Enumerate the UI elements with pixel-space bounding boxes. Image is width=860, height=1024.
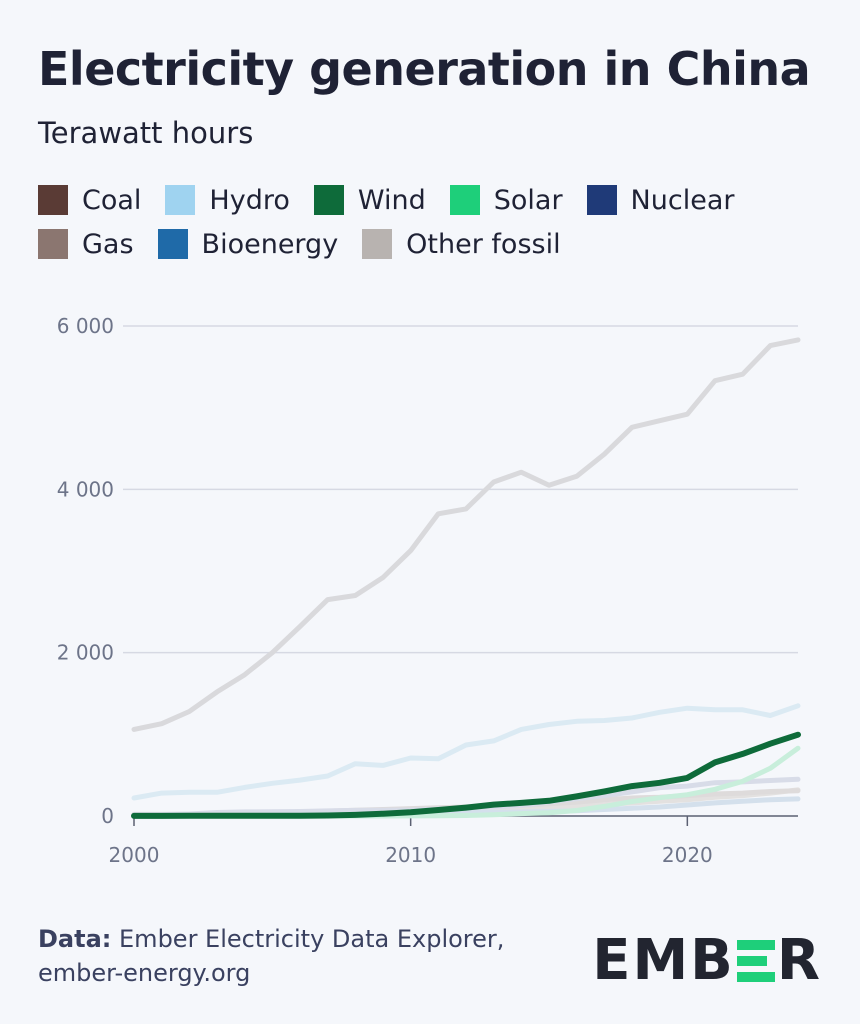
legend-swatch-bioenergy	[157, 229, 188, 259]
ember-logo: EMB R	[592, 928, 822, 993]
legend-label-nuclear: Nuclear	[630, 184, 735, 216]
page-title: Electricity generation in China	[38, 42, 811, 96]
y-tick-label: 4 000	[57, 477, 114, 501]
legend-swatch-other-fossil	[362, 229, 393, 259]
series-line-hydro	[131, 703, 801, 801]
x-tick-label: 2000	[109, 843, 160, 867]
legend-label-other-fossil: Other fossil	[406, 228, 561, 260]
footer-source: Data: Ember Electricity Data Explorer, e…	[38, 922, 504, 990]
legend-item-other-fossil: Other fossil	[362, 228, 561, 260]
data-source-url: ember-energy.org	[38, 959, 251, 987]
legend-swatch-wind	[313, 185, 344, 215]
legend-swatch-gas	[38, 229, 68, 259]
legend-swatch-coal	[38, 185, 68, 215]
x-tick-label: 2020	[662, 843, 713, 867]
legend-item-gas: Gas	[38, 228, 134, 260]
logo-text-right: R	[776, 928, 822, 993]
legend: Coal Hydro Wind Solar Nuclear Gas Bioenergy Oth…	[38, 184, 838, 260]
series-line-coal	[131, 337, 801, 732]
legend-label-solar: Solar	[493, 184, 563, 216]
data-source: Ember Electricity Data Explorer,	[111, 925, 505, 953]
page-subtitle: Terawatt hours	[38, 116, 254, 150]
legend-swatch-solar	[449, 185, 480, 215]
x-tick-label: 2010	[385, 843, 436, 867]
y-tick-label: 6 000	[57, 314, 114, 338]
data-label: Data:	[38, 925, 112, 953]
series-line-wind	[131, 731, 801, 819]
legend-item-hydro: Hydro	[165, 184, 290, 216]
legend-item-solar: Solar	[449, 184, 563, 216]
y-tick-label: 0	[101, 804, 114, 828]
line-chart: 0 2 000 4 000 6 000 2000 2010 2020	[57, 314, 801, 867]
legend-swatch-hydro	[165, 185, 196, 215]
legend-label-wind: Wind	[357, 184, 426, 216]
logo-e-glyph	[736, 938, 775, 984]
legend-swatch-nuclear	[586, 185, 617, 215]
legend-item-coal: Coal	[38, 184, 142, 216]
legend-label-bioenergy: Bioenergy	[201, 228, 339, 260]
legend-label-coal: Coal	[82, 184, 142, 216]
legend-label-hydro: Hydro	[209, 184, 290, 216]
legend-item-wind: Wind	[313, 184, 426, 216]
legend-label-gas: Gas	[82, 228, 134, 260]
logo-text-left: EMB	[592, 928, 735, 993]
legend-item-nuclear: Nuclear	[586, 184, 735, 216]
y-tick-label: 2 000	[57, 641, 114, 665]
legend-item-bioenergy: Bioenergy	[157, 228, 339, 260]
